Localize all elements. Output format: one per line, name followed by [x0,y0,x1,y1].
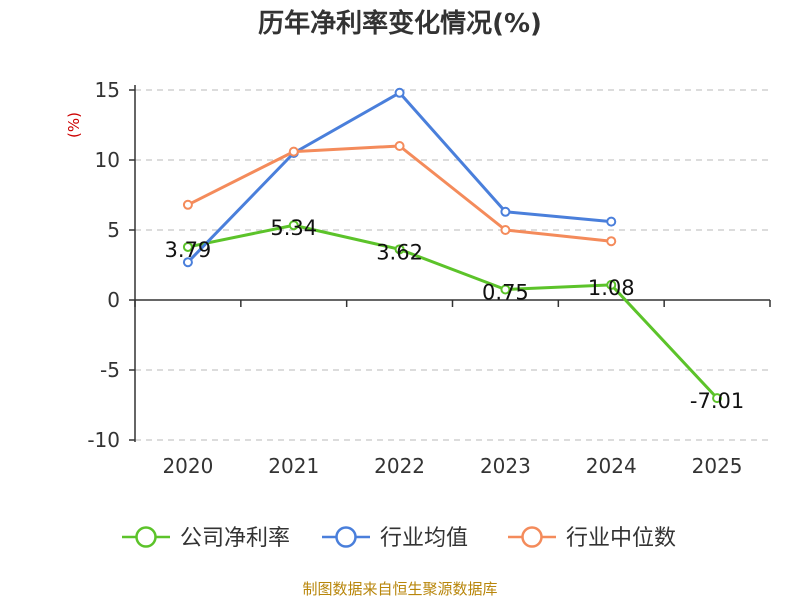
data-label: 1.08 [588,276,635,300]
y-tick-label: -10 [87,428,120,452]
y-tick-label: 10 [95,148,120,172]
data-label: 5.34 [270,216,317,240]
data-point [288,220,299,231]
data-point [606,216,617,227]
data-label: 0.75 [482,281,529,305]
chart-title: 历年净利率变化情况(%) [258,8,542,39]
legend-marker [521,526,543,548]
data-point [712,393,723,404]
data-point [606,236,617,247]
y-tick-label: -5 [100,358,120,382]
legend-label: 行业中位数 [566,526,676,551]
series-line [187,223,719,400]
data-point [394,87,405,98]
data-point [500,225,511,235]
data-point [182,257,193,268]
data-point [288,146,299,157]
series-lines [182,87,723,404]
data-point [182,199,193,210]
legend: 公司净利率 行业均值 行业中位数 [122,526,676,551]
x-tick-label: 2023 [480,454,531,478]
x-tick-label: 2020 [162,454,213,478]
y-axis-label: (%) [65,112,83,138]
legend-label: 公司净利率 [180,526,290,551]
grid-lines [135,89,770,441]
x-tick-label: 2024 [586,454,637,478]
axes: 15 10 5 0 -5 -10 2020 2021 2022 2023 2024 2025 [87,78,771,478]
x-tick-label: 2022 [374,454,425,478]
source-note: 制图数据来自恒生聚源数据库 [302,580,497,598]
data-label: 3.79 [165,238,212,262]
x-tick-label: 2025 [692,454,743,478]
y-tick-label: 15 [95,78,120,102]
legend-marker [335,526,357,548]
data-point [500,206,511,217]
legend-marker [135,526,157,548]
y-tick-label: 0 [107,288,120,312]
series-line [186,91,612,264]
x-tick-label: 2021 [268,454,319,478]
data-label: 3.62 [376,240,423,264]
data-point [394,141,405,151]
data-point [182,241,193,252]
data-label: -7.01 [690,389,744,413]
data-point [606,279,617,290]
legend-label: 行业均值 [380,526,468,551]
data-labels: 3.79 5.34 3.62 0.75 1.08 -7.01 [165,216,745,413]
data-point [394,244,405,255]
data-point [500,284,511,295]
y-tick-label: 5 [107,218,120,242]
